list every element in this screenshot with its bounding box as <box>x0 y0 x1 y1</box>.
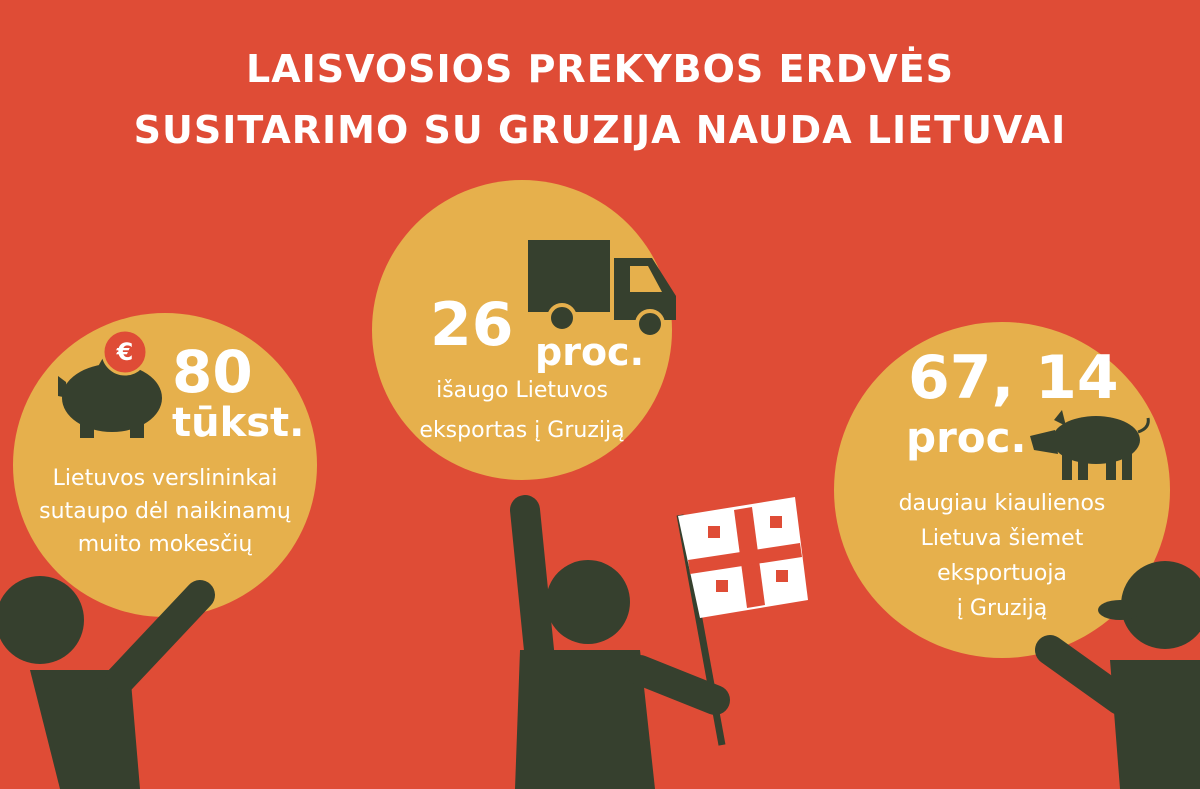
description: eksportuoja <box>937 561 1067 586</box>
unit: proc. <box>535 330 644 374</box>
description: Lietuvos verslininkai <box>53 466 278 491</box>
unit: proc. <box>906 413 1026 462</box>
title-line: LAISVOSIOS PREKYBOS ERDVĖS <box>246 47 954 91</box>
description: į Gruziją <box>957 596 1047 621</box>
circle <box>13 313 317 617</box>
georgian-flag <box>676 497 808 746</box>
unit: tūkst. <box>172 400 304 446</box>
value: 80 <box>172 338 253 406</box>
truck-icon <box>528 240 676 339</box>
description: išaugo Lietuvos <box>436 378 608 403</box>
currency-symbol: € <box>116 338 134 366</box>
description: eksportas į Gruziją <box>419 418 624 443</box>
circle <box>834 322 1170 658</box>
description: Lietuva šiemet <box>921 526 1084 551</box>
description: daugiau kiaulienos <box>899 491 1106 516</box>
title-line: SUSITARIMO SU GRUZIJA NAUDA LIETUVAI <box>134 108 1067 152</box>
description: muito mokesčių <box>78 532 253 557</box>
description: sutaupo dėl naikinamų <box>39 499 291 524</box>
person-middle <box>510 495 730 789</box>
person-right <box>1035 561 1200 789</box>
person-left <box>0 576 215 789</box>
value: 67, 14 <box>908 343 1119 413</box>
value: 26 <box>430 290 514 360</box>
coin-icon <box>101 328 149 376</box>
pig-icon <box>1030 410 1150 480</box>
